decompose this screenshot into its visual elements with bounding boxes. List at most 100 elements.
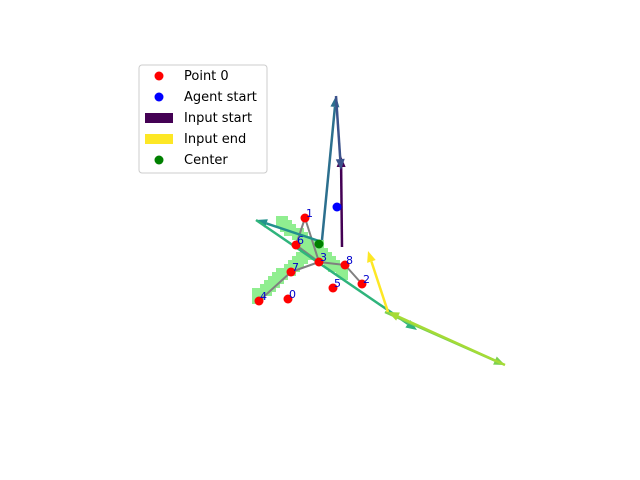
legend-entry-agent-start: Agent start xyxy=(154,90,257,105)
mask-cell xyxy=(284,232,288,236)
mask-cell xyxy=(280,272,284,276)
mask-cell xyxy=(292,232,296,236)
mask-cell xyxy=(336,264,340,268)
keypoint-label-6: 6 xyxy=(297,234,304,247)
legend-marker-agent-start xyxy=(154,92,164,102)
keypoint-label-2: 2 xyxy=(363,273,370,286)
mask-cell xyxy=(300,240,304,244)
mask-cell xyxy=(272,288,276,292)
mask-cell xyxy=(296,228,300,232)
legend-label-point-0: Point 0 xyxy=(184,69,229,84)
mask-cell xyxy=(284,272,288,276)
keypoint-3 xyxy=(314,257,324,267)
mask-cell xyxy=(332,264,336,268)
mask-cell xyxy=(252,296,256,300)
legend-marker-center xyxy=(154,155,164,165)
keypoint-label-4: 4 xyxy=(260,290,267,303)
mask-cell xyxy=(304,256,308,260)
mask-cell xyxy=(336,260,340,264)
mask-cell xyxy=(300,236,304,240)
mask-cell xyxy=(276,268,280,272)
mask-cell xyxy=(336,272,340,276)
mask-cell xyxy=(280,280,284,284)
arrow-head xyxy=(405,320,417,330)
input-arrow-7 xyxy=(367,251,390,313)
mask-cell xyxy=(256,292,260,296)
mask-cell xyxy=(324,252,328,256)
mask-cell xyxy=(296,260,300,264)
mask-cell xyxy=(300,264,304,268)
mask-cell xyxy=(264,280,268,284)
arrow-shaft xyxy=(339,166,344,248)
mask-cell xyxy=(300,232,304,236)
mask-cell xyxy=(336,268,340,272)
mask-cell xyxy=(344,272,348,276)
mask-cell xyxy=(276,220,280,224)
keypoint-1 xyxy=(300,213,310,223)
arrow-shaft xyxy=(266,222,323,244)
mask-cell xyxy=(284,264,288,268)
mask-cell xyxy=(284,224,288,228)
keypoints xyxy=(254,213,367,306)
mask-cell xyxy=(292,260,296,264)
mask-cell xyxy=(284,216,288,220)
mask-cell xyxy=(296,252,300,256)
legend-frame xyxy=(138,64,268,174)
mask-cell xyxy=(288,260,292,264)
mask-cell xyxy=(288,224,292,228)
mask-cell xyxy=(304,260,308,264)
mask-cell xyxy=(256,288,260,292)
mask-cell xyxy=(264,284,268,288)
keypoint-4 xyxy=(254,296,264,306)
mask-cell xyxy=(280,228,284,232)
mask-cell xyxy=(308,252,312,256)
markers xyxy=(314,202,342,249)
mask-cell xyxy=(332,260,336,264)
legend-marker-input-start xyxy=(145,113,173,123)
input-arrow-2 xyxy=(334,95,345,170)
mask-cell xyxy=(268,292,272,296)
mask-cell xyxy=(272,280,276,284)
mask-cell xyxy=(340,268,344,272)
legend-entry-input-start: Input start xyxy=(145,111,252,126)
mask-cell xyxy=(252,292,256,296)
center-marker xyxy=(314,239,324,249)
arrow-shaft xyxy=(370,261,390,313)
mask-cell xyxy=(324,264,328,268)
keypoint-5 xyxy=(328,283,338,293)
mask-cell xyxy=(320,256,324,260)
mask-cell xyxy=(316,252,320,256)
mask-cell xyxy=(296,256,300,260)
mask-cell xyxy=(328,260,332,264)
mask-cell xyxy=(268,276,272,280)
input-arrows xyxy=(255,95,506,367)
mask-cell xyxy=(280,268,284,272)
legend-label-input-end: Input end xyxy=(184,132,246,147)
keypoint-label-7: 7 xyxy=(292,261,299,274)
mask-cell xyxy=(276,280,280,284)
mask-cell xyxy=(316,248,320,252)
mask-cell xyxy=(276,284,280,288)
mask-cell xyxy=(324,256,328,260)
mask-cell xyxy=(304,236,308,240)
mask-cell xyxy=(320,252,324,256)
mask-cell xyxy=(288,220,292,224)
mask-cell xyxy=(332,268,336,272)
mask-cell xyxy=(284,220,288,224)
mask-cell xyxy=(344,268,348,272)
skeleton-edge-4-7 xyxy=(258,271,292,302)
keypoint-7 xyxy=(286,267,296,277)
mask-cell xyxy=(328,256,332,260)
mask-cell xyxy=(340,272,344,276)
mask-cell xyxy=(332,256,336,260)
legend-marker-input-end xyxy=(145,134,173,144)
mask-cell xyxy=(288,264,292,268)
mask-cell xyxy=(304,244,308,248)
mask-cell xyxy=(288,232,292,236)
legend-entry-center: Center xyxy=(154,153,228,168)
mask-cell xyxy=(304,248,308,252)
legend: Point 0 Agent start Input start Input en… xyxy=(138,64,268,174)
mask-cell xyxy=(300,260,304,264)
mask-cell xyxy=(304,232,308,236)
